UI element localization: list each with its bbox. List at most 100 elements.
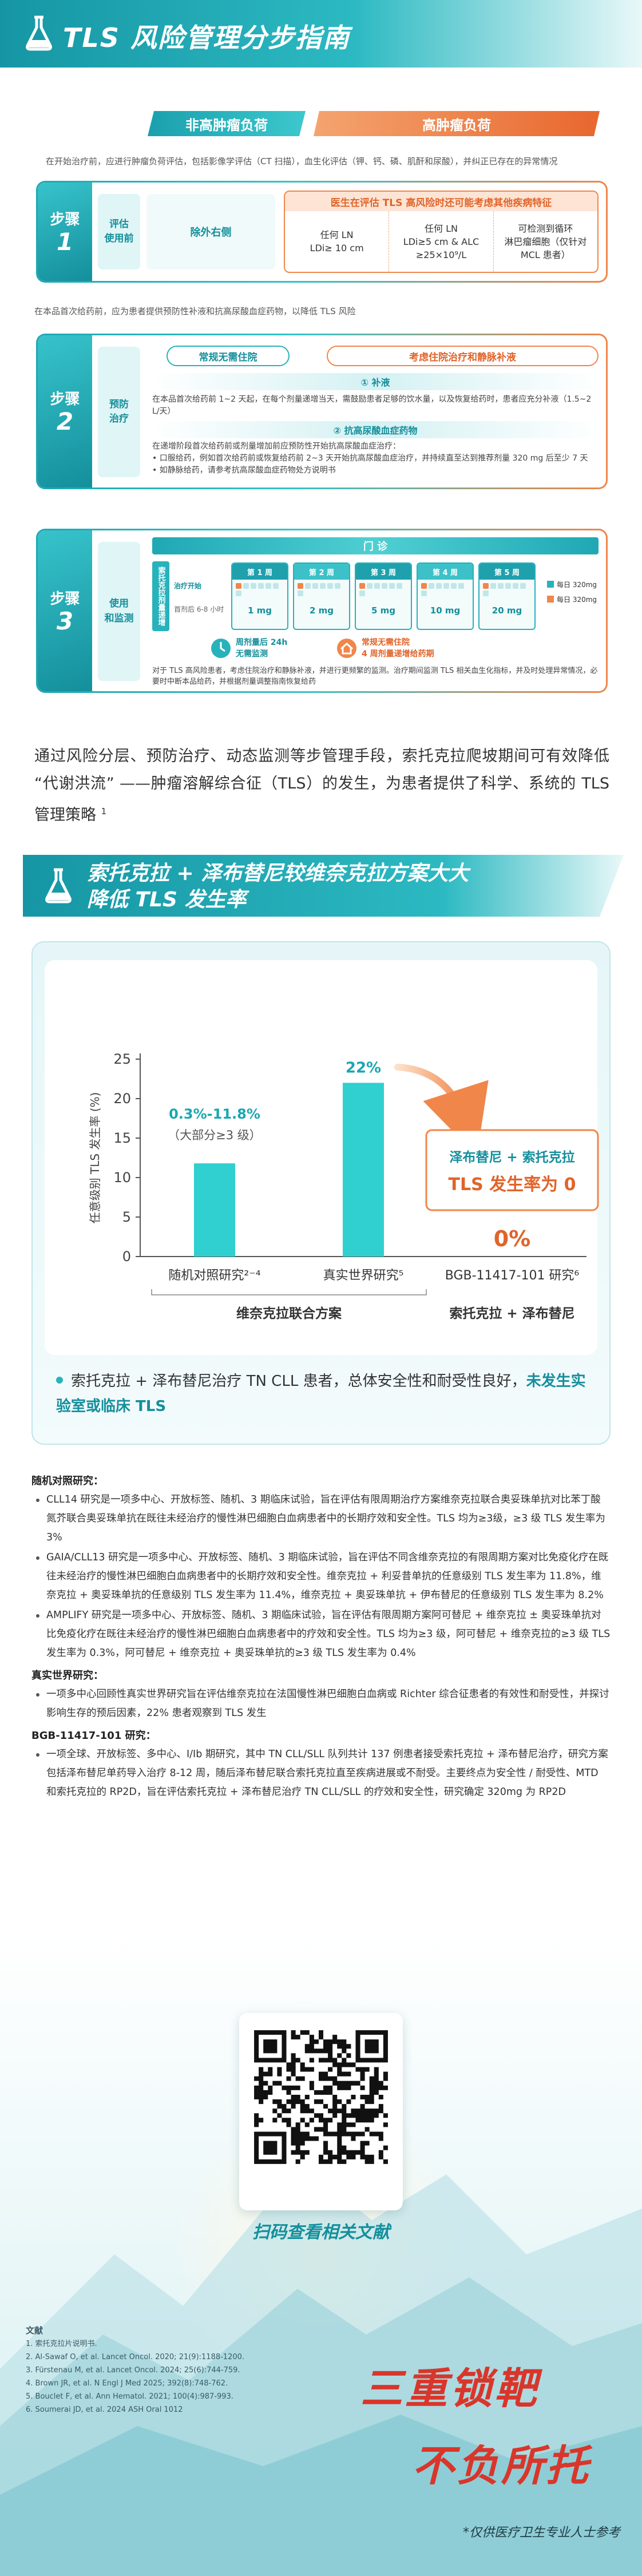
callout-text: TLS 发生率为 0 <box>449 1175 576 1195</box>
day-cell <box>320 583 326 589</box>
summary: 通过风险分层、预防治疗、动态监测等步管理手段，索托克拉爬坡期间可有效降低 “代谢… <box>34 743 609 829</box>
day-cell <box>382 583 387 589</box>
monitor-note: 周剂量后 24h 无需监测 <box>236 637 287 660</box>
study-heading: BGB-11417-101 研究： <box>31 1730 156 1742</box>
dose-label: 5 mg <box>371 605 396 616</box>
legend-text: 每日 320mg <box>557 581 597 589</box>
value-label: 0% <box>494 1226 531 1251</box>
exclusion-note: 除外右侧 <box>146 194 275 270</box>
day-cell <box>490 583 496 589</box>
week-block: 第 4 周 10 mg <box>417 562 474 630</box>
week-label: 第 1 周 <box>232 564 287 580</box>
day-cell <box>483 583 489 589</box>
dose-label: 20 mg <box>492 605 522 616</box>
step-word: 步骤 <box>50 590 80 608</box>
slogan-line: 三重锁靶 <box>360 2364 539 2413</box>
row-label: 首剂后 6-8 小时 <box>174 605 224 613</box>
study-heading: 随机对照研究： <box>31 1475 104 1487</box>
section-banner: 索托克拉 + 泽布替尼较维奈克拉方案大大 降低 TLS 发生率 <box>23 855 624 917</box>
y-tick-label: 20 <box>113 1091 131 1107</box>
disclaimer: *仅供医疗卫生专业人士参考 <box>462 2526 620 2540</box>
week-block: 第 2 周 2 mg <box>293 562 350 630</box>
step-3: 步骤 3 使用 和监测 门 诊 索托克拉剂量递增 治疗开始 首剂后 6-8 小时 每… <box>36 529 608 693</box>
day-cell <box>236 591 241 596</box>
drug-line: • 如静脉给药，请参考抗高尿酸血症药物处方说明书 <box>152 466 336 475</box>
drug-text: 在递增阶段首次给药前或剂量增加前应预防性开始抗高尿酸血症治疗： • 口服给药，例… <box>152 441 599 477</box>
drug-title: ② 抗高尿酸血症药物 <box>152 421 599 438</box>
group-label: 维奈克拉联合方案 <box>236 1306 342 1321</box>
y-axis-label: 任意级别 TLS 发生率 (%) <box>88 1092 102 1224</box>
day-cell <box>458 583 464 589</box>
legend-item: 每日 320mg <box>547 592 601 607</box>
day-cell <box>436 583 442 589</box>
study-item: CLL14 研究是一项多中心、开放标签、随机、3 期临床试验，旨在评估有限周期治… <box>31 1491 611 1547</box>
x-tick-label: BGB-11417-101 研究⁶ <box>445 1269 580 1283</box>
bar <box>194 1163 235 1257</box>
ramp-up-tag: 索托克拉剂量递增 <box>152 561 169 631</box>
day-cell <box>359 591 365 596</box>
day-cell <box>359 583 365 589</box>
day-cell <box>335 583 340 589</box>
day-cell <box>513 583 518 589</box>
callout-arrow <box>394 1064 489 1156</box>
chart-note: 索托克拉 + 泽布替尼治疗 TN CLL 患者，总体安全性和耐受性良好，未发生实… <box>56 1369 594 1419</box>
phase-text: 和监测 <box>104 612 134 624</box>
day-cell <box>374 583 380 589</box>
clock-icon <box>211 639 231 658</box>
qr-modules <box>254 2030 388 2164</box>
reference-item: 1. 索托克拉片说明书. <box>26 2340 97 2348</box>
phase-text: 预防 <box>109 398 129 410</box>
qr-code[interactable] <box>249 2026 393 2169</box>
criterion-text: 可检测到循环 <box>518 223 573 234</box>
week-days <box>479 580 534 597</box>
y-tick-label: 10 <box>113 1170 131 1186</box>
dose-label: 10 mg <box>430 605 461 616</box>
week-block: 第 1 周 1 mg <box>231 562 288 630</box>
week-block: 第 5 周 20 mg <box>478 562 536 630</box>
bullet-dot <box>56 1377 63 1384</box>
step-1: 步骤 1 评估 使用前 除外右侧 医生在评估 TLS 高风险时还可能考虑其他疾病特征… <box>36 181 608 283</box>
week-days <box>356 580 411 597</box>
criterion-text: MCL 患者） <box>520 249 570 260</box>
week-label: 第 4 周 <box>418 564 473 580</box>
chart: 0 5 10 15 20 25 任意级别 TLS 发生率 (%) 随机对照研究²⁻⁴ 真实世界研… <box>88 1051 599 1321</box>
references: 文献 1. 索托克拉片说明书. 2. Al-Sawaf O, et al. La… <box>26 2324 346 2416</box>
day-cell <box>397 583 402 589</box>
note-line: 常规无需住院 <box>362 638 410 647</box>
study-item: AMPLIFY 研究是一项多中心、开放标签、随机、3 期临床试验，旨在评估有限周… <box>31 1606 611 1663</box>
day-cell <box>421 583 427 589</box>
risk-panel-title: 医生在评估 TLS 高风险时还可能考虑其他疾病特征 <box>285 192 597 211</box>
reference-item: 5. Bouclet F, et al. Ann Hematol. 2021; … <box>26 2392 233 2401</box>
tab-low-burden: 非高肿瘤负荷 <box>148 111 306 136</box>
step-number: 2 <box>56 407 74 436</box>
range-annotation: （大部分≥3 级） <box>168 1128 261 1142</box>
drug-line: • 口服给药，例如首次给药前或恢复给药前 2~3 天开始抗高尿酸血症治疗，并持续… <box>152 454 588 463</box>
day-cell <box>429 583 434 589</box>
week-days <box>294 580 349 597</box>
day-cell <box>421 591 427 596</box>
day-cell <box>443 583 449 589</box>
day-cell <box>498 583 504 589</box>
group-label: 索托克拉 + 泽布替尼 <box>449 1306 574 1321</box>
outpatient-note: 常规无需住院 4 周剂量递增给药期 <box>362 637 434 660</box>
legend-swatch <box>547 581 554 588</box>
reference-item: 3. Fürstenau M, et al. Lancet Oncol. 202… <box>26 2366 240 2375</box>
day-cell <box>305 583 311 589</box>
criterion-text: LDi≥5 cm & ALC <box>403 236 479 247</box>
header-banner: TLS 风险管理分步指南 <box>0 0 642 68</box>
step-label: 步骤 3 <box>38 530 92 691</box>
row-label: 治疗开始 <box>174 582 202 590</box>
clinic-title: 门 诊 <box>152 537 599 554</box>
criterion-text: 淋巴瘤细胞（仅针对 <box>504 236 587 247</box>
day-cell <box>451 583 457 589</box>
study-heading: 真实世界研究： <box>31 1670 104 1682</box>
summary-text: 通过风险分层、预防治疗、动态监测等步管理手段，索托克拉爬坡期间可有效降低 “代谢… <box>34 747 609 824</box>
step-number: 3 <box>56 607 74 635</box>
range-annotation: 0.3%-11.8% <box>169 1106 260 1122</box>
section-title: 索托克拉 + 泽布替尼较维奈克拉方案大大 降低 TLS 发生率 <box>87 861 469 913</box>
flask-icon <box>45 868 72 903</box>
step-label: 步骤 1 <box>38 183 92 281</box>
day-cell <box>273 583 279 589</box>
legend-text: 每日 320mg <box>557 596 597 604</box>
